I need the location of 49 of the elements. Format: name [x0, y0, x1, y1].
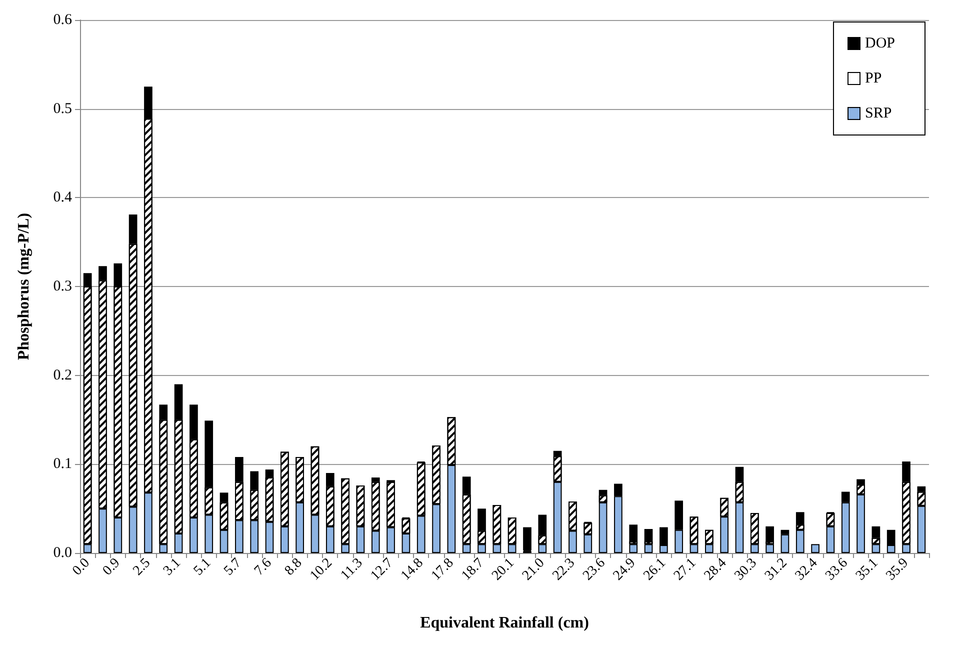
x-tick-label: 27.1 [671, 556, 700, 584]
x-tick-label: 35.1 [853, 556, 882, 584]
y-tick-label: 0.6 [53, 12, 72, 28]
x-tick-label: 32.4 [792, 556, 821, 584]
x-tick-label: 7.6 [252, 556, 275, 579]
legend-label: PP [864, 70, 882, 86]
x-tick-label: 0.9 [100, 556, 124, 579]
bar [811, 544, 820, 553]
y-tick-label: 0.1 [53, 456, 72, 472]
legend-label: SRP [864, 106, 892, 122]
x-tick-label: 33.6 [823, 556, 851, 584]
bar [766, 526, 774, 542]
x-axis-title: Equivalent Rainfall (cm) [420, 614, 589, 632]
x-tick-label: 31.2 [762, 556, 790, 584]
y-tick-label: 0.3 [53, 278, 72, 294]
x-tick-label: 0.0 [70, 556, 93, 579]
y-tick-label: 0.0 [53, 545, 72, 561]
y-tick-label: 0.4 [53, 190, 72, 206]
legend-label: DOP [864, 36, 896, 52]
x-tick-label: 22.3 [550, 556, 578, 584]
x-tick-label: 26.1 [641, 556, 669, 584]
x-tick-label: 21.0 [520, 556, 548, 584]
x-tick-label: 28.4 [702, 556, 730, 584]
bar [629, 544, 638, 553]
x-tick-label: 20.1 [489, 556, 518, 584]
bar [780, 534, 790, 553]
x-tick-label: 12.7 [368, 556, 396, 584]
bar [629, 524, 638, 542]
x-tick-label: 18.7 [459, 556, 488, 584]
x-tick-label: 14.8 [398, 556, 426, 584]
x-tick-label: 2.5 [130, 556, 154, 579]
x-tick-label: 3.1 [160, 556, 184, 579]
x-tick-label: 17.8 [428, 556, 457, 584]
x-tick-label: 30.3 [732, 556, 760, 584]
x-tick-label: 5.7 [222, 556, 244, 579]
bar [644, 529, 653, 542]
bar [766, 544, 774, 553]
x-tick-label: 24.9 [610, 556, 639, 584]
y-axis-title: Phosphorus (mg-P/L) [16, 212, 32, 360]
x-tick-label: 5.1 [191, 556, 214, 579]
x-tick-label: 8.8 [282, 556, 306, 579]
x-tick-label: 23.6 [580, 556, 608, 584]
x-tick-label: 10.2 [308, 556, 336, 584]
y-tick-label: 0.2 [53, 367, 72, 384]
bar [523, 527, 532, 550]
x-tick-label: 35.9 [884, 556, 912, 584]
x-tick-label: 11.3 [338, 556, 366, 584]
y-tick-label: 0.5 [53, 100, 72, 117]
bar [644, 544, 653, 553]
